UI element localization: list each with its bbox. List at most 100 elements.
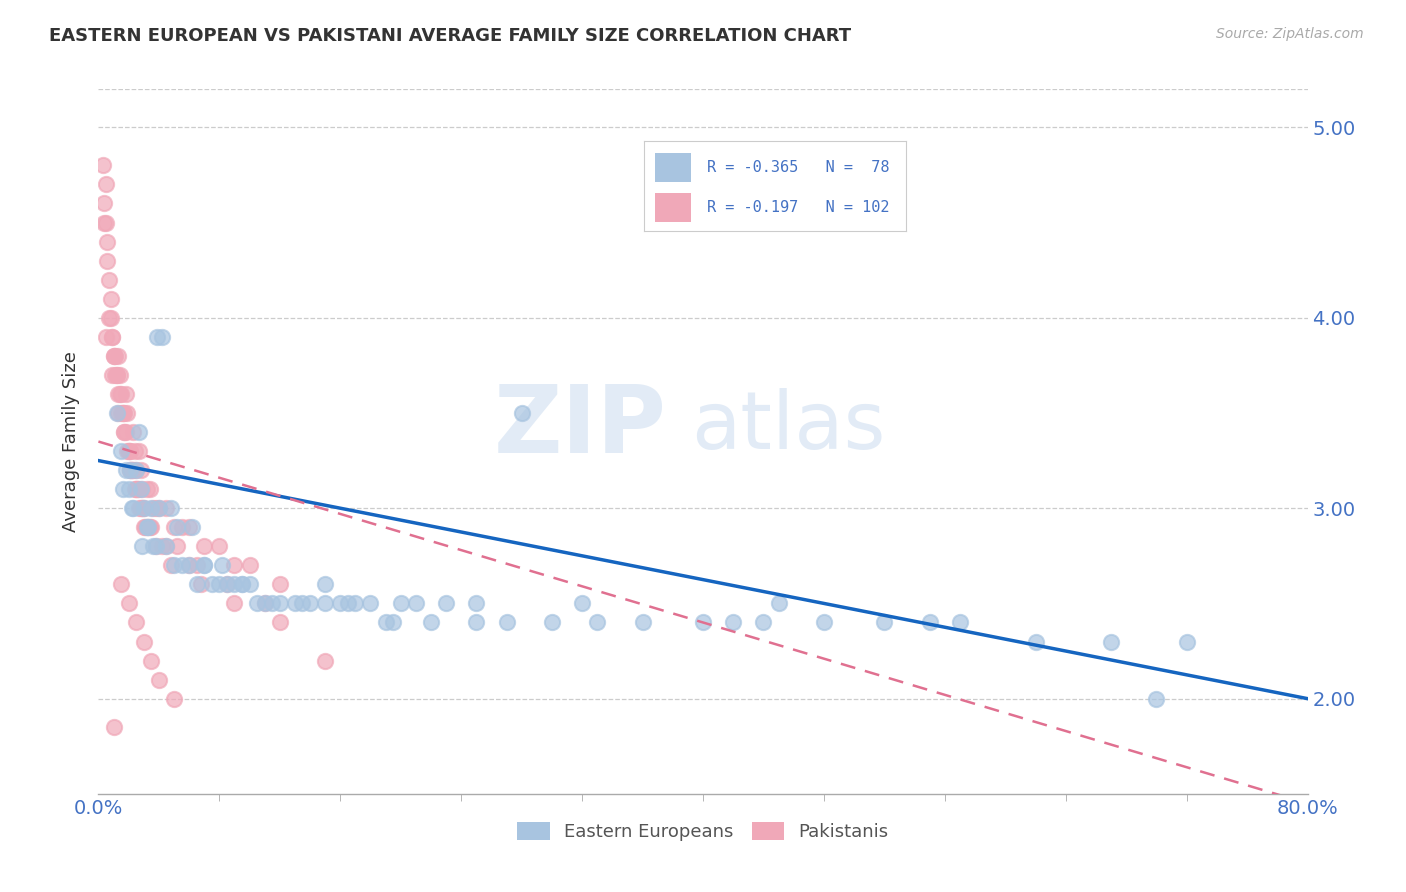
- Point: [134, 520, 156, 534]
- Point: [224, 577, 246, 591]
- Point: [125, 482, 148, 496]
- Point: [389, 596, 412, 610]
- Point: [949, 615, 972, 630]
- Point: [269, 596, 291, 610]
- Point: [571, 596, 593, 610]
- Point: [142, 501, 165, 516]
- Point: [128, 444, 150, 458]
- Point: [129, 482, 152, 496]
- Point: [136, 520, 159, 534]
- Point: [344, 596, 367, 610]
- Point: [128, 425, 150, 439]
- Point: [465, 615, 488, 630]
- Point: [127, 482, 149, 496]
- Point: [166, 539, 188, 553]
- Point: [104, 368, 127, 382]
- Point: [110, 406, 132, 420]
- Point: [495, 615, 517, 630]
- Point: [139, 482, 162, 496]
- Point: [231, 577, 253, 591]
- Point: [586, 615, 609, 630]
- Point: [163, 520, 186, 534]
- Point: [336, 596, 359, 610]
- Point: [145, 501, 167, 516]
- Point: [284, 596, 307, 610]
- Point: [107, 406, 129, 420]
- Point: [107, 387, 129, 401]
- Point: [170, 520, 193, 534]
- Point: [132, 501, 155, 516]
- Point: [105, 368, 128, 382]
- Point: [122, 501, 145, 516]
- Point: [150, 539, 173, 553]
- Point: [118, 482, 141, 496]
- Point: [170, 558, 193, 573]
- Point: [145, 539, 167, 553]
- Point: [208, 577, 231, 591]
- Point: [132, 634, 155, 648]
- Point: [155, 539, 177, 553]
- Point: [120, 463, 142, 477]
- Point: [181, 520, 204, 534]
- Point: [136, 520, 159, 534]
- Point: [193, 558, 215, 573]
- Point: [125, 482, 148, 496]
- Point: [96, 253, 118, 268]
- Point: [135, 520, 157, 534]
- Point: [131, 482, 153, 496]
- Point: [94, 215, 117, 229]
- Point: [125, 615, 148, 630]
- Point: [115, 444, 138, 458]
- Point: [314, 577, 336, 591]
- Point: [112, 425, 135, 439]
- Point: [105, 406, 128, 420]
- Point: [110, 387, 132, 401]
- Point: [131, 501, 153, 516]
- Point: [382, 615, 405, 630]
- Point: [121, 501, 143, 516]
- Point: [120, 444, 142, 458]
- Point: [101, 368, 124, 382]
- Point: [813, 615, 835, 630]
- Point: [1099, 634, 1122, 648]
- Point: [111, 406, 134, 420]
- Point: [918, 615, 941, 630]
- Point: [103, 720, 125, 734]
- Point: [434, 596, 457, 610]
- Point: [114, 463, 136, 477]
- Point: [166, 520, 188, 534]
- Point: [374, 615, 396, 630]
- Point: [239, 577, 262, 591]
- Point: [114, 387, 136, 401]
- Point: [269, 615, 291, 630]
- Point: [224, 558, 246, 573]
- Legend: Eastern Europeans, Pakistanis: Eastern Europeans, Pakistanis: [510, 814, 896, 848]
- Point: [110, 444, 132, 458]
- Point: [98, 273, 121, 287]
- Point: [91, 158, 114, 172]
- Point: [160, 558, 183, 573]
- Point: [253, 596, 276, 610]
- Point: [148, 501, 170, 516]
- Point: [107, 349, 129, 363]
- Text: Source: ZipAtlas.com: Source: ZipAtlas.com: [1216, 27, 1364, 41]
- Point: [193, 539, 215, 553]
- Point: [141, 501, 163, 516]
- Point: [211, 558, 233, 573]
- Text: ZIP: ZIP: [494, 382, 666, 474]
- Point: [122, 463, 145, 477]
- Point: [118, 596, 141, 610]
- Point: [93, 196, 115, 211]
- Point: [112, 425, 135, 439]
- Point: [125, 463, 148, 477]
- Point: [131, 501, 153, 516]
- Point: [215, 577, 238, 591]
- Point: [139, 520, 162, 534]
- Point: [465, 596, 488, 610]
- Point: [93, 215, 115, 229]
- Text: R = -0.197   N = 102: R = -0.197 N = 102: [707, 200, 890, 215]
- Point: [239, 558, 262, 573]
- Point: [215, 577, 238, 591]
- Text: atlas: atlas: [690, 388, 886, 467]
- Point: [111, 406, 134, 420]
